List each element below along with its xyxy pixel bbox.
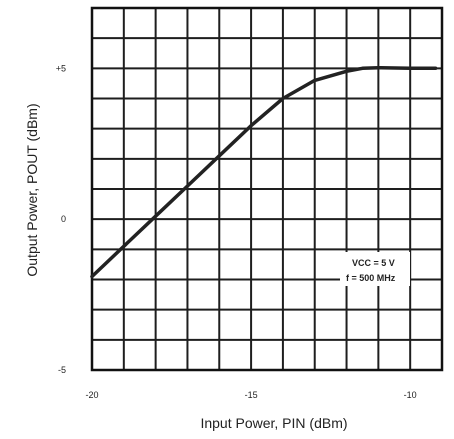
x-tick-label: -10 xyxy=(404,390,417,400)
grid-lines xyxy=(92,8,442,370)
x-tick-label: -15 xyxy=(245,390,258,400)
x-tick-labels: -20 -15 -10 xyxy=(85,390,416,400)
annotation-vcc: VCC = 5 V xyxy=(352,258,395,268)
plot-frame xyxy=(90,6,444,372)
y-axis-title: Output Power, POUT (dBm) xyxy=(24,103,40,276)
y-tick-label: -5 xyxy=(58,365,66,375)
annotation-box xyxy=(340,252,410,286)
y-tick-label: +5 xyxy=(56,63,66,73)
annotation-frequency: f = 500 MHz xyxy=(346,273,396,283)
y-tick-label: 0 xyxy=(61,214,66,224)
x-tick-label: -20 xyxy=(85,390,98,400)
series-line xyxy=(90,65,438,279)
x-axis-title: Input Power, PIN (dBm) xyxy=(200,415,347,431)
y-tick-labels: +5 0 -5 xyxy=(56,63,66,375)
